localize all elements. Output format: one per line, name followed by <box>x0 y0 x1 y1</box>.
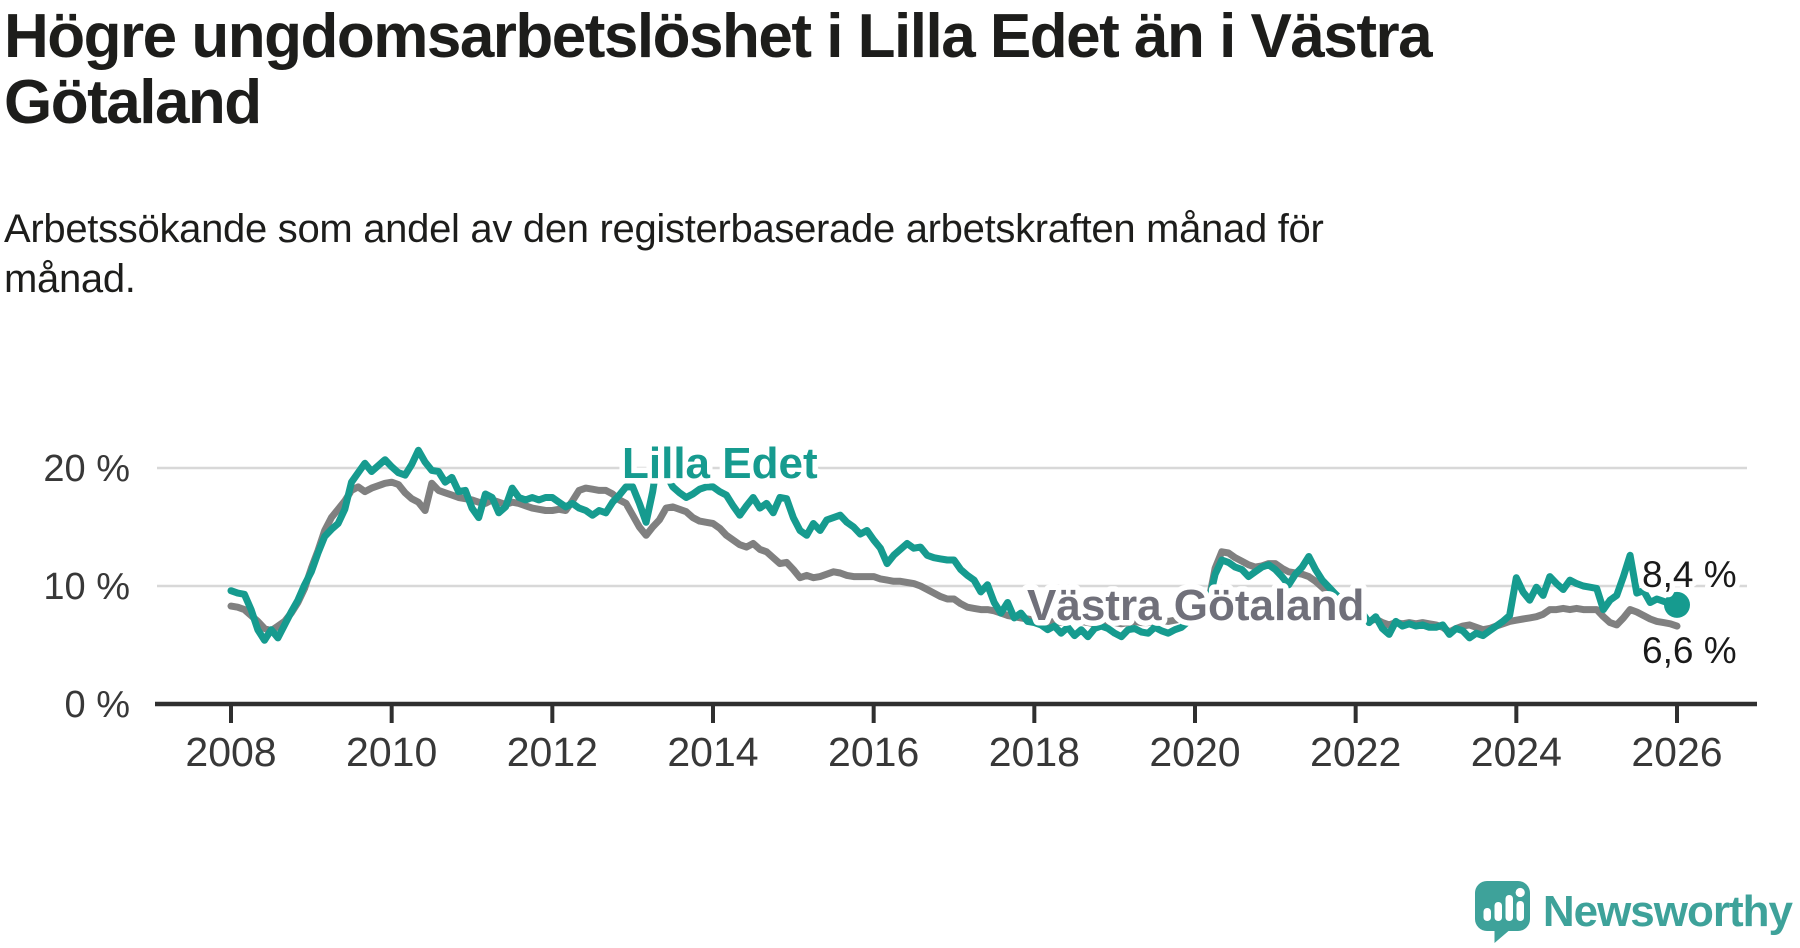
page-title-line2: Götaland <box>4 68 262 138</box>
logo-bar-1 <box>1483 908 1491 921</box>
y-axis-label-10: 10 % <box>43 566 130 608</box>
series-label-lilla-edet: Lilla Edet <box>622 439 818 488</box>
page-title: Högre ungdomsarbetslöshet i Lilla Edet ä… <box>4 2 1796 138</box>
logo-exclamation-dot <box>1515 887 1525 898</box>
x-axis-label-2012: 2012 <box>507 729 598 775</box>
x-axis-label-2010: 2010 <box>346 729 437 775</box>
chart-header: Högre ungdomsarbetslöshet i Lilla Edet ä… <box>4 2 1796 138</box>
series-line-lilla-edet <box>227 444 1681 644</box>
logo-exclamation-bar <box>1516 901 1524 921</box>
series-label-vastra-gotaland: Västra Götaland <box>1027 581 1364 630</box>
x-axis-label-2018: 2018 <box>989 729 1080 775</box>
y-axis-label-20: 20 % <box>43 448 130 490</box>
chart-subtitle-line1: Arbetssökande som andel av den registerb… <box>4 207 1324 251</box>
logo-bar-3 <box>1505 895 1513 921</box>
value-label-lilla-edet: 8,4 % <box>1642 554 1737 595</box>
chart-subtitle: Arbetssökande som andel av den registerb… <box>4 205 1324 304</box>
series-end-dot-lilla-edet <box>1663 591 1690 618</box>
x-axis-label-2014: 2014 <box>667 729 758 775</box>
logo-bar-2 <box>1494 902 1502 921</box>
x-axis-label-2026: 2026 <box>1631 729 1722 775</box>
x-axis-label-2022: 2022 <box>1310 729 1401 775</box>
page-title-line1: Högre ungdomsarbetslöshet i Lilla Edet ä… <box>4 2 1433 71</box>
x-axis-label-2020: 2020 <box>1149 729 1240 775</box>
y-axis-label-0: 0 % <box>65 684 130 726</box>
value-label-vastra-gotaland: 6,6 % <box>1642 630 1737 671</box>
newsworthy-logo-text: Newsworthy <box>1542 887 1793 936</box>
x-axis-label-2024: 2024 <box>1471 729 1562 775</box>
x-axis-label-2008: 2008 <box>185 729 276 775</box>
newsworthy-logo-icon <box>1474 881 1530 943</box>
logo-bubble-shape <box>1474 881 1530 943</box>
chart-subtitle-line2: månad. <box>4 256 136 301</box>
newsworthy-logo: Newsworthy <box>1474 880 1793 944</box>
unemployment-line-chart: 0 % 10 % 20 % 2008 2010 2012 2014 2016 2018 2020 2… <box>43 434 1757 775</box>
x-axis-label-2016: 2016 <box>828 729 919 775</box>
